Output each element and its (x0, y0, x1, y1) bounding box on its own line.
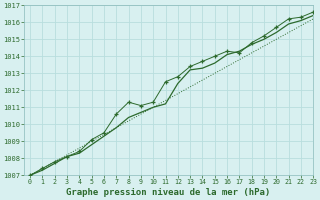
X-axis label: Graphe pression niveau de la mer (hPa): Graphe pression niveau de la mer (hPa) (67, 188, 271, 197)
